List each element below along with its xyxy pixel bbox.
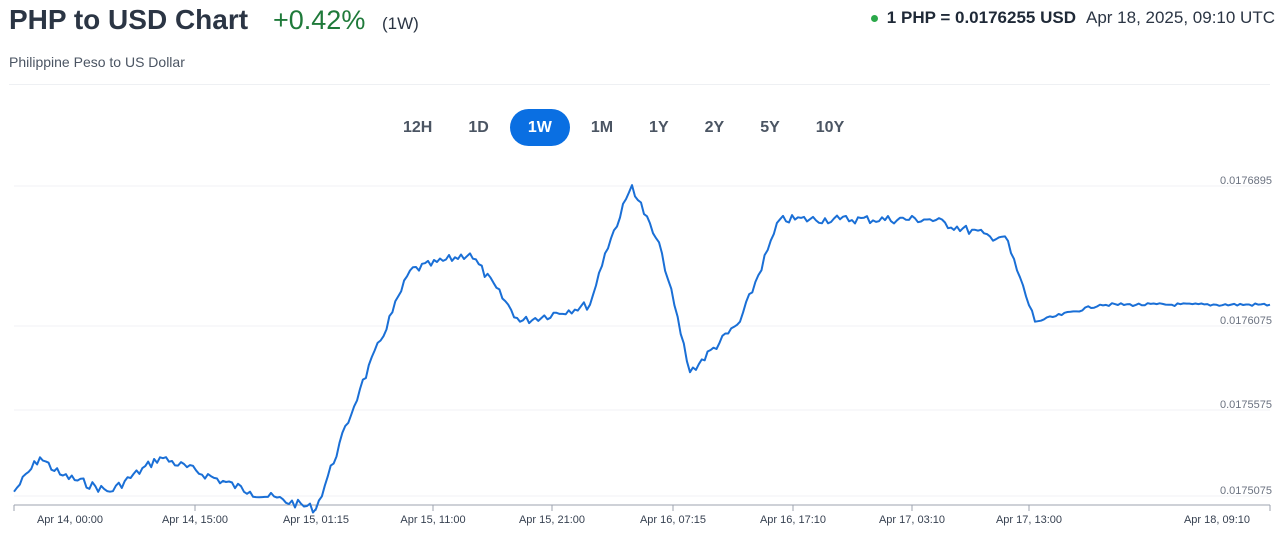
y-tick-label: 0.0176075 [1220,315,1272,327]
x-tick-label: Apr 18, 09:10 [1184,514,1250,526]
tab-1y[interactable]: 1Y [649,119,669,136]
series-line [13,184,1271,514]
rate-info: 1 PHP = 0.0176255 USD Apr 18, 2025, 09:1… [870,8,1275,28]
x-tick-label: Apr 15, 11:00 [400,514,465,526]
x-tick-label: Apr 15, 21:00 [519,514,585,526]
live-dot-icon [870,14,878,22]
x-tick-label: Apr 16, 07:15 [640,514,706,526]
page-subtitle: Philippine Peso to US Dollar [9,54,185,70]
header-divider [9,84,1270,85]
tab-5y[interactable]: 5Y [760,119,780,136]
y-tick-label: 0.0176895 [1220,175,1272,187]
current-rate: 1 PHP = 0.0176255 USD [886,8,1076,27]
x-tick-label: Apr 15, 01:15 [283,514,349,526]
y-tick-label: 0.0175575 [1220,399,1272,411]
rate-timestamp: Apr 18, 2025, 09:10 UTC [1085,8,1275,27]
x-tick-label: Apr 14, 00:00 [37,514,103,526]
tab-12h[interactable]: 12H [403,119,433,136]
range-tabs: 12H 1D 1W 1M 1Y 2Y 5Y 10Y [388,109,865,146]
tab-1d[interactable]: 1D [468,119,489,136]
change-period: (1W) [382,14,419,33]
y-tick-label: 0.0175075 [1220,485,1272,497]
change-percent: +0.42% [273,5,366,35]
tab-1m[interactable]: 1M [590,119,614,136]
x-tick-label: Apr 14, 15:00 [162,514,228,526]
tab-2y[interactable]: 2Y [704,119,725,136]
tab-1w[interactable]: 1W [509,109,570,146]
x-tick-label: Apr 16, 17:10 [760,514,826,526]
x-tick-label: Apr 17, 03:10 [879,514,945,526]
x-tick-label: Apr 17, 13:00 [996,514,1062,526]
tab-10y[interactable]: 10Y [815,119,845,136]
page-title: PHP to USD Chart [9,4,249,35]
